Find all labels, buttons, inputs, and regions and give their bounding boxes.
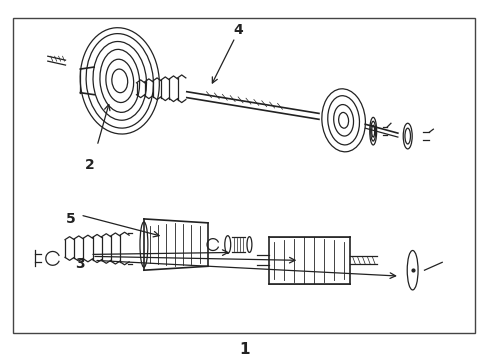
Text: 3: 3 <box>75 257 85 271</box>
Text: 4: 4 <box>233 23 243 37</box>
Text: 1: 1 <box>240 342 250 357</box>
Text: 5: 5 <box>66 212 75 226</box>
Ellipse shape <box>409 255 416 285</box>
Bar <box>13 18 475 333</box>
Ellipse shape <box>410 260 416 280</box>
Ellipse shape <box>407 251 418 290</box>
Text: 2: 2 <box>85 158 95 172</box>
